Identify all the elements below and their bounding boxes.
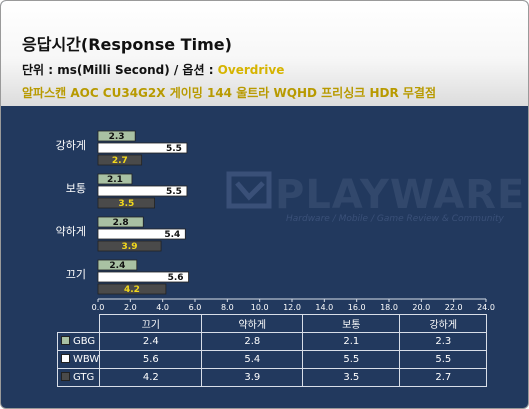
table-cell: 5.5 [302,350,401,369]
series-name: GBG [73,336,96,347]
bar-gtg [97,154,143,166]
bar-gbg [97,173,133,185]
watermark-brand: PLAYWARES [275,172,528,218]
bars: 2.3 5.5 2.7 2.1 5.5 3.5 2.8 5.4 3.9 2.4 5.6 4.2 [97,130,189,295]
bar-gbg [97,259,138,271]
x-tick-label: 24.0 [477,303,495,312]
bar-gtg [97,240,162,252]
table-cell: 5.5 [399,350,488,369]
bar-wbw [97,142,188,154]
chart-plot: PLAYWARES Hardware / Mobile / Game Revie… [56,130,528,312]
bar-gtg [97,283,167,295]
data-label: 2.3 [109,132,125,142]
x-tick-label: 18.0 [380,303,398,312]
table-row: WBW 5.6 5.4 5.5 5.5 [56,350,488,369]
unit-line: 단위 : ms(Milli Second) / 옵션 : Overdrive [22,61,284,78]
overdrive-option: Overdrive [217,63,285,77]
model-name: 알파스캔 AOC CU34G2X 게이밍 144 울트라 WQHD 프리싱크 H… [22,86,437,100]
table-cell: 4.2 [99,368,203,387]
x-tick-label: 8.0 [221,303,234,312]
table-cell: 2.3 [399,332,488,351]
table-cell: 2.8 [201,332,304,351]
table-cell: 5.6 [99,350,203,369]
table-col-header: 약하게 [201,314,304,333]
x-tick-label: 12.0 [283,303,301,312]
x-tick-label: 22.0 [445,303,463,312]
table-cell: 2.7 [399,368,488,387]
data-label: 2.1 [107,175,123,185]
table-corner [57,314,101,333]
table-row: GBG 2.4 2.8 2.1 2.3 [56,332,488,351]
data-label: 5.5 [166,144,182,154]
x-tick-label: 6.0 [189,303,202,312]
table-col-header: 보통 [302,314,401,333]
bar-wbw [97,271,189,283]
legend-swatch-icon [61,372,70,381]
x-tick-label: 4.0 [156,303,169,312]
category-label: 강하게 [56,138,86,152]
category-label: 보통 [66,182,86,195]
bar-wbw [97,228,186,240]
x-axis: 0.0 2.0 4.0 6.0 8.0 10.0 12.0 14.0 16.0 18.0 20.0 2… [92,298,495,312]
bar-gbg [97,130,136,142]
table-header-row: 끄기 약하게 보통 강하게 [57,314,488,333]
data-label: 5.5 [166,187,182,197]
data-label: 2.8 [113,218,129,228]
table-cell: 3.9 [201,368,304,387]
chart-title: 응답시간(Response Time) [22,35,232,54]
x-tick-label: 16.0 [348,303,366,312]
series-legend-gtg: GTG [56,368,101,387]
chart-header: 응답시간(Response Time) 단위 : ms(Milli Second… [1,1,528,106]
category-label: 끄기 [66,268,86,281]
unit-text: 단위 : ms(Milli Second) / 옵션 : [22,63,218,77]
series-legend-gbg: GBG [56,332,101,351]
data-table: 끄기 약하게 보통 강하게 GBG 2.4 2.8 2.1 2.3 WBW 5.… [56,314,488,387]
bar-wbw [97,185,188,197]
data-label: 5.4 [164,230,180,240]
series-name: GTG [73,372,95,383]
table-row: GTG 4.2 3.9 3.5 2.7 [56,368,488,387]
bar-gbg [97,216,144,228]
table-cell: 5.4 [201,350,304,369]
watermark: PLAYWARES Hardware / Mobile / Game Revie… [226,171,528,224]
series-name: WBW [73,354,100,365]
table-cell: 2.1 [302,332,401,351]
table-col-header: 끄기 [99,314,203,333]
table-col-header: 강하게 [399,314,488,333]
category-label: 약하게 [56,224,86,238]
watermark-tagline: Hardware / Mobile / Game Review & Commun… [286,214,505,224]
data-label: 4.2 [124,285,140,295]
legend-swatch-icon [61,354,70,363]
x-tick-label: 10.0 [251,303,269,312]
series-legend-wbw: WBW [56,350,101,369]
watermark-logo-icon [226,171,272,209]
table-cell: 2.4 [99,332,203,351]
bar-gtg [97,197,155,209]
data-label: 3.9 [122,242,138,252]
table-cell: 3.5 [302,368,401,387]
data-label: 3.5 [118,199,134,209]
data-label: 5.6 [168,273,184,283]
x-tick-label: 20.0 [412,303,430,312]
legend-swatch-icon [61,336,70,345]
data-label: 2.7 [112,156,128,166]
x-tick-label: 2.0 [124,303,137,312]
data-label: 2.4 [109,261,125,271]
x-tick-label: 0.0 [92,303,105,312]
x-tick-label: 14.0 [315,303,333,312]
